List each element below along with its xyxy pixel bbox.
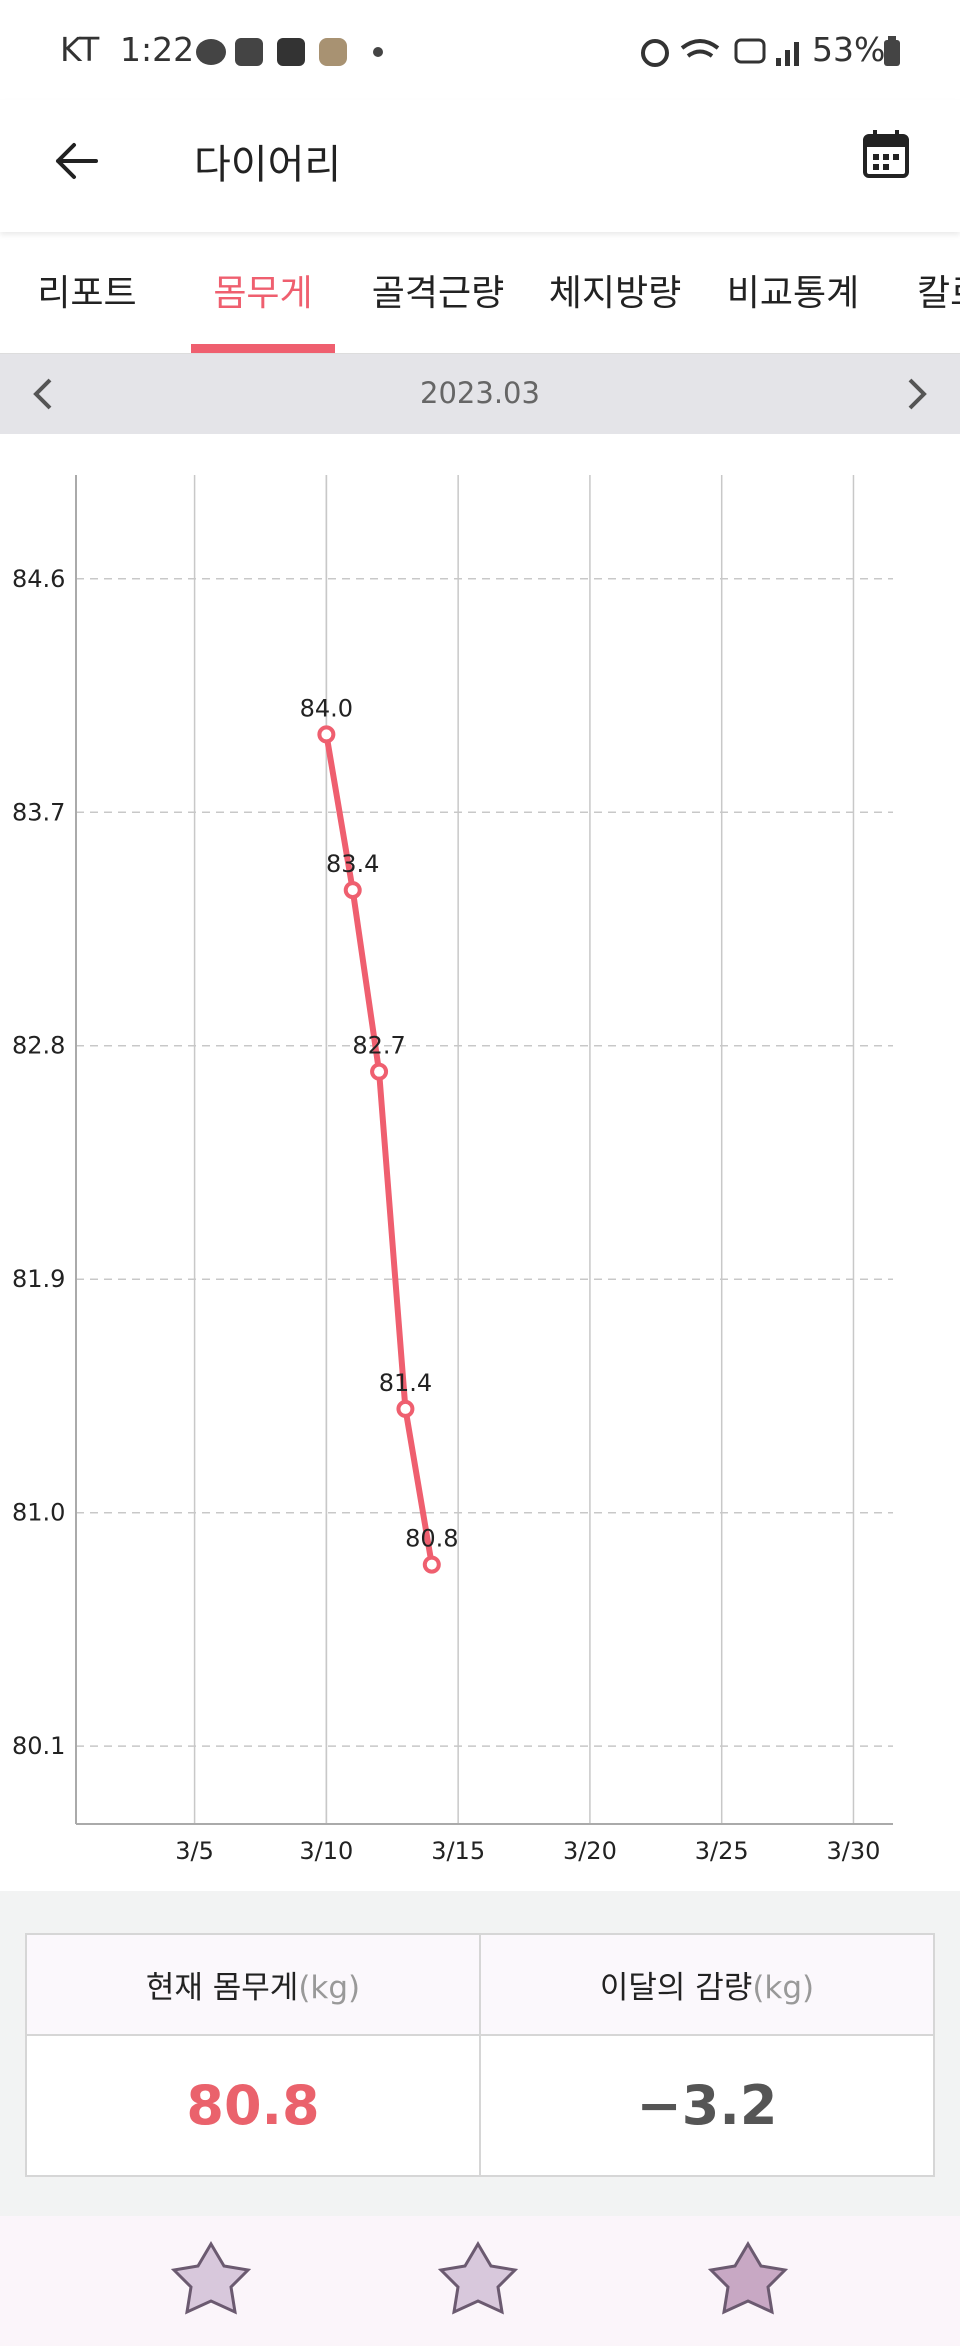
y-tick-label: 81.9 — [12, 1265, 65, 1293]
x-tick-label: 3/20 — [563, 1837, 617, 1865]
bottom-nav — [0, 2216, 960, 2346]
period-bar: 2023.03 — [0, 354, 960, 434]
data-label: 80.8 — [405, 1525, 458, 1553]
battery-icon — [884, 36, 900, 66]
calendar-button[interactable] — [862, 128, 910, 180]
time: 1:22 — [120, 30, 195, 69]
period-label: 2023.03 — [420, 376, 540, 410]
x-tick-label: 3/30 — [827, 1837, 881, 1865]
status-bar: KT 1:22 53% — [0, 0, 960, 100]
header-label: 이달의 감량 — [599, 1970, 753, 2006]
point — [370, 1062, 389, 1081]
next-month[interactable] — [902, 376, 932, 412]
nav-star[interactable] — [170, 2241, 252, 2315]
y-tick-label: 83.7 — [12, 798, 65, 826]
summary-header: 이달의 감량(kg) — [479, 1933, 935, 2036]
y-tick-label: 80.1 — [12, 1732, 65, 1760]
active-tab-underline — [191, 344, 335, 353]
notification-icons — [196, 38, 383, 66]
nav-star[interactable] — [437, 2241, 519, 2315]
current-weight: 80.8 — [25, 2034, 481, 2177]
tab[interactable]: 골격근량 — [371, 273, 505, 314]
summary: 현재 몸무게(kg) 이달의 감량(kg) 80.8 −3.2 — [0, 1891, 960, 2216]
header: 다이어리 — [0, 100, 960, 232]
header-unit: (kg) — [752, 1970, 815, 2006]
data-label: 81.4 — [379, 1369, 432, 1397]
battery-percent: 53% — [812, 30, 886, 69]
tab[interactable]: 칼로리 — [917, 273, 960, 314]
summary-table: 현재 몸무게(kg) 이달의 감량(kg) 80.8 −3.2 — [25, 1933, 935, 2177]
monthly-loss: −3.2 — [479, 2034, 935, 2177]
data-label: 83.4 — [326, 850, 379, 878]
point — [422, 1555, 441, 1574]
nav-icons — [170, 2241, 789, 2315]
point — [396, 1399, 415, 1418]
tab[interactable]: 체지방량 — [548, 273, 682, 314]
x-tick-label: 3/5 — [175, 1837, 214, 1865]
tab[interactable]: 리포트 — [37, 273, 137, 314]
tab[interactable]: 비교통계 — [726, 273, 860, 314]
chart: 3/5 3/10 3/15 3/20 3/25 3/30 80.1 81.0 81.9 82.8 8… — [12, 475, 893, 1865]
tab-bar: 리포트 몸무게 골격근량 체지방량 비교통계 칼로리 — [0, 232, 960, 355]
x-tick-label: 3/25 — [695, 1837, 749, 1865]
point — [343, 881, 362, 900]
header-label: 현재 몸무게 — [145, 1970, 299, 2006]
prev-month[interactable] — [28, 376, 58, 412]
summary-header: 현재 몸무게(kg) — [25, 1933, 481, 2036]
nav-star[interactable] — [707, 2241, 789, 2315]
tab[interactable]: 몸무게 — [213, 273, 313, 314]
data-label: 84.0 — [300, 694, 353, 722]
y-tick-label: 84.6 — [12, 565, 65, 593]
y-tick-label: 81.0 — [12, 1499, 65, 1527]
point — [317, 725, 336, 744]
system-icons — [641, 38, 799, 67]
y-tick-label: 82.8 — [12, 1032, 65, 1060]
data-label: 82.7 — [352, 1032, 405, 1060]
back-button[interactable] — [52, 136, 102, 186]
carrier: KT — [60, 30, 100, 69]
x-tick-label: 3/10 — [299, 1837, 353, 1865]
x-tick-label: 3/15 — [431, 1837, 485, 1865]
header-title: 다이어리 — [194, 142, 342, 188]
header-unit: (kg) — [298, 1970, 361, 2006]
